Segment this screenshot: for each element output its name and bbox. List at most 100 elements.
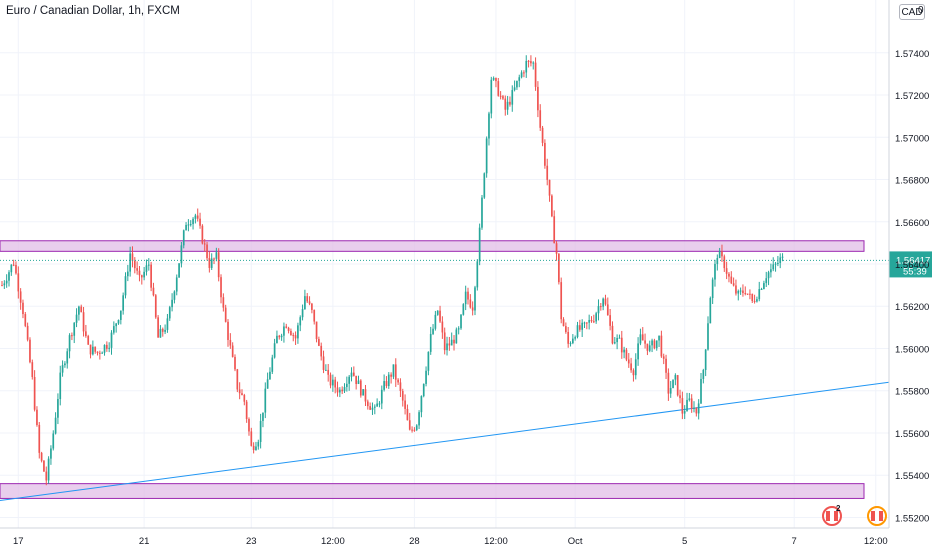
candle-body [320, 345, 323, 357]
candle-body [78, 306, 80, 315]
candle-body [117, 319, 120, 324]
candle-body [471, 307, 474, 311]
candle-body [227, 321, 229, 340]
candle-body [567, 332, 570, 344]
candle-body [658, 335, 660, 341]
candle-body [758, 289, 761, 300]
candle-body [544, 142, 546, 166]
candle-body [520, 72, 523, 78]
candle-body [164, 329, 166, 332]
candle-body [12, 264, 15, 266]
candle-body [464, 291, 467, 305]
candle-body [262, 412, 264, 421]
candle-body [420, 396, 423, 413]
candle-body [427, 351, 430, 371]
price-tick-label: 1.56400 [895, 260, 929, 271]
event-count-badge: 2 [836, 504, 841, 513]
candle-body [269, 371, 271, 380]
price-tick-label: 1.55800 [895, 387, 929, 398]
candle-body [5, 280, 8, 284]
candle-body [299, 317, 302, 326]
candle-body [702, 370, 705, 379]
candle-body [26, 325, 29, 340]
candle-body [397, 379, 399, 383]
candle-body [82, 312, 85, 332]
candle-body [178, 263, 180, 278]
candle-body [485, 138, 488, 174]
candle-body [145, 265, 148, 272]
candle-body [548, 179, 551, 196]
candle-body [175, 277, 178, 292]
candle-body [553, 216, 556, 244]
candle-body [390, 374, 392, 377]
candle-body [345, 383, 348, 388]
candle-body [632, 370, 635, 376]
candle-body [506, 101, 509, 110]
candle-body [313, 309, 316, 322]
currency-button[interactable]: CAD [899, 4, 925, 20]
flag-stripe [830, 511, 834, 521]
candle-body [641, 334, 644, 341]
candle-body [352, 372, 355, 376]
candle-body [348, 376, 351, 384]
candle-body [613, 342, 616, 344]
candle-body [392, 364, 395, 377]
candle-body [66, 351, 69, 364]
candle-body [597, 306, 600, 314]
candle-body [574, 337, 577, 339]
last-price-box [889, 251, 932, 278]
price-tick-label: 1.56800 [895, 176, 929, 187]
candle-body [366, 401, 369, 407]
candle-body [71, 335, 73, 337]
candle-body [304, 296, 306, 310]
cad-event-flag-icon[interactable] [867, 506, 887, 526]
candle-body [499, 95, 502, 97]
candle-body [57, 399, 59, 418]
candle-body [378, 403, 381, 405]
candle-body [709, 298, 712, 324]
candle-body [665, 358, 667, 373]
time-tick-label: 17 [13, 536, 24, 547]
candle-body [294, 335, 297, 339]
candle-body [453, 339, 455, 344]
candle-body [746, 293, 749, 295]
support-resistance-zone [0, 240, 865, 252]
candle-body [290, 330, 292, 336]
candle-body [157, 317, 159, 338]
candle-body [583, 322, 586, 324]
candle-body [241, 393, 243, 396]
price-tick-label: 1.56200 [895, 302, 929, 313]
candle-body [723, 256, 726, 269]
candle-body [770, 269, 772, 273]
candle-body [140, 275, 143, 278]
candle-body [497, 81, 500, 96]
candle-body [429, 333, 432, 352]
candle-body [318, 339, 320, 346]
candle-body [492, 78, 495, 80]
candle-body [359, 380, 362, 396]
candle-body [159, 328, 162, 338]
eur-event-flag-icon[interactable]: 2 [822, 504, 842, 526]
candle-body [22, 302, 24, 315]
candle-body [562, 319, 565, 327]
candle-body [161, 328, 164, 332]
candle-body [541, 127, 544, 143]
candle-body [292, 335, 295, 337]
price-tick-label: 1.57000 [895, 133, 929, 144]
candle-body [590, 319, 593, 322]
candle-body [64, 363, 66, 366]
candle-body [551, 195, 553, 217]
candle-body [308, 301, 311, 304]
candle-body [17, 273, 20, 292]
candle-body [683, 411, 686, 414]
candle-body [171, 299, 173, 308]
candle-body [716, 258, 719, 264]
candle-body [99, 352, 101, 354]
candle-body [399, 382, 402, 391]
candle-body [248, 418, 250, 432]
candle-body [730, 276, 733, 284]
candle-body [760, 288, 763, 290]
time-tick-label: 12:00 [321, 536, 345, 547]
